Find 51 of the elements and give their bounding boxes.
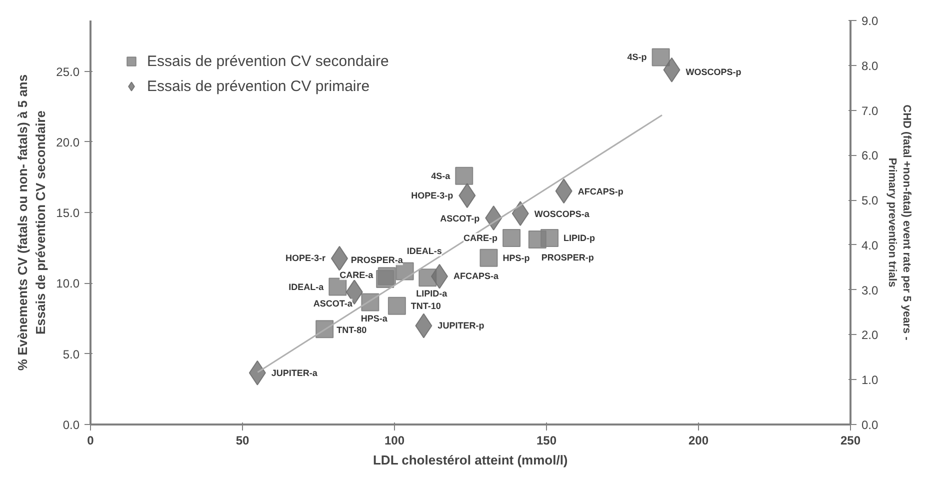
- y2-tick-label: 9.0: [862, 14, 879, 28]
- annotation: ASCOT-a: [313, 298, 354, 309]
- y-tick-label: 20.0: [56, 135, 80, 150]
- annotation: TNT-80: [336, 325, 367, 336]
- y2-tick-label: 2.0: [862, 328, 879, 342]
- x-axis-title: LDL cholestérol atteint (mmol/l): [372, 452, 568, 468]
- annotation: HOPE-3-r: [285, 252, 326, 263]
- y2-tick-label: 5.0: [862, 194, 879, 208]
- y-tick-label: 0.0: [62, 418, 80, 432]
- y2-tick-label: 8.0: [862, 58, 879, 73]
- annotation: LIPID-p: [564, 233, 596, 244]
- annotation: TNT-10: [410, 300, 441, 311]
- annotation: ASCOT-p: [440, 213, 480, 224]
- x-tick-label: 200: [688, 434, 709, 448]
- y-tick-label: 10.0: [56, 276, 80, 291]
- annotation: WOSCOPS-a: [534, 209, 590, 220]
- annotation: CARE-p: [464, 233, 498, 244]
- y2-axis-title: CHD (fatal +non-fatal) event rate per 5 years - Primary prevention trials: [886, 104, 913, 341]
- y-axis-title: % Evènements CV (fatals ou non- fatals) à 5 ans Essais de prévention CV secondaire: [15, 74, 48, 371]
- annotation: LIPID-a: [416, 288, 448, 299]
- y-tick-label: 5.0: [62, 347, 80, 362]
- annotation: IDEAL-s: [406, 246, 442, 256]
- y2-tick-label: 1.0: [862, 373, 879, 388]
- annotation: WOSCOPS-p: [686, 66, 742, 77]
- y2-tick-label: 7.0: [862, 104, 879, 118]
- annotation: PROSPER-p: [541, 252, 594, 262]
- annotation: HPS-p: [502, 252, 530, 263]
- annotation: IDEAL-a: [288, 282, 325, 292]
- y-tick-label: 25.0: [56, 64, 80, 79]
- y-tick-label: 15.0: [56, 206, 80, 220]
- legend-label: Essais de prévention CV secondaire: [147, 52, 389, 70]
- annotation: PROSPER-a: [350, 255, 404, 266]
- y2-tick-label: 0.0: [862, 418, 879, 432]
- x-tick-label: 100: [384, 434, 405, 448]
- y2-tick-label: 6.0: [862, 148, 879, 163]
- annotation: JUPITER-a: [271, 368, 318, 378]
- y2-tick-label: 4.0: [862, 238, 879, 252]
- annotation: 4S-p: [627, 52, 648, 62]
- annotation: HPS-a: [360, 313, 388, 324]
- y2-tick-label: 3.0: [862, 283, 879, 298]
- legend-label: Essais de prévention CV primaire: [147, 78, 370, 94]
- annotation: HOPE-3-p: [411, 190, 454, 201]
- annotation: CARE-a: [340, 270, 374, 280]
- annotation: 4S-a: [431, 170, 452, 181]
- x-tick-label: 0: [87, 434, 94, 448]
- x-tick-label: 150: [536, 434, 557, 448]
- annotation: JUPITER-p: [438, 320, 485, 331]
- x-tick-label: 50: [236, 434, 250, 448]
- x-tick-label: 250: [840, 434, 861, 448]
- annotation: AFCAPS-p: [578, 186, 624, 196]
- annotation: AFCAPS-a: [453, 271, 500, 282]
